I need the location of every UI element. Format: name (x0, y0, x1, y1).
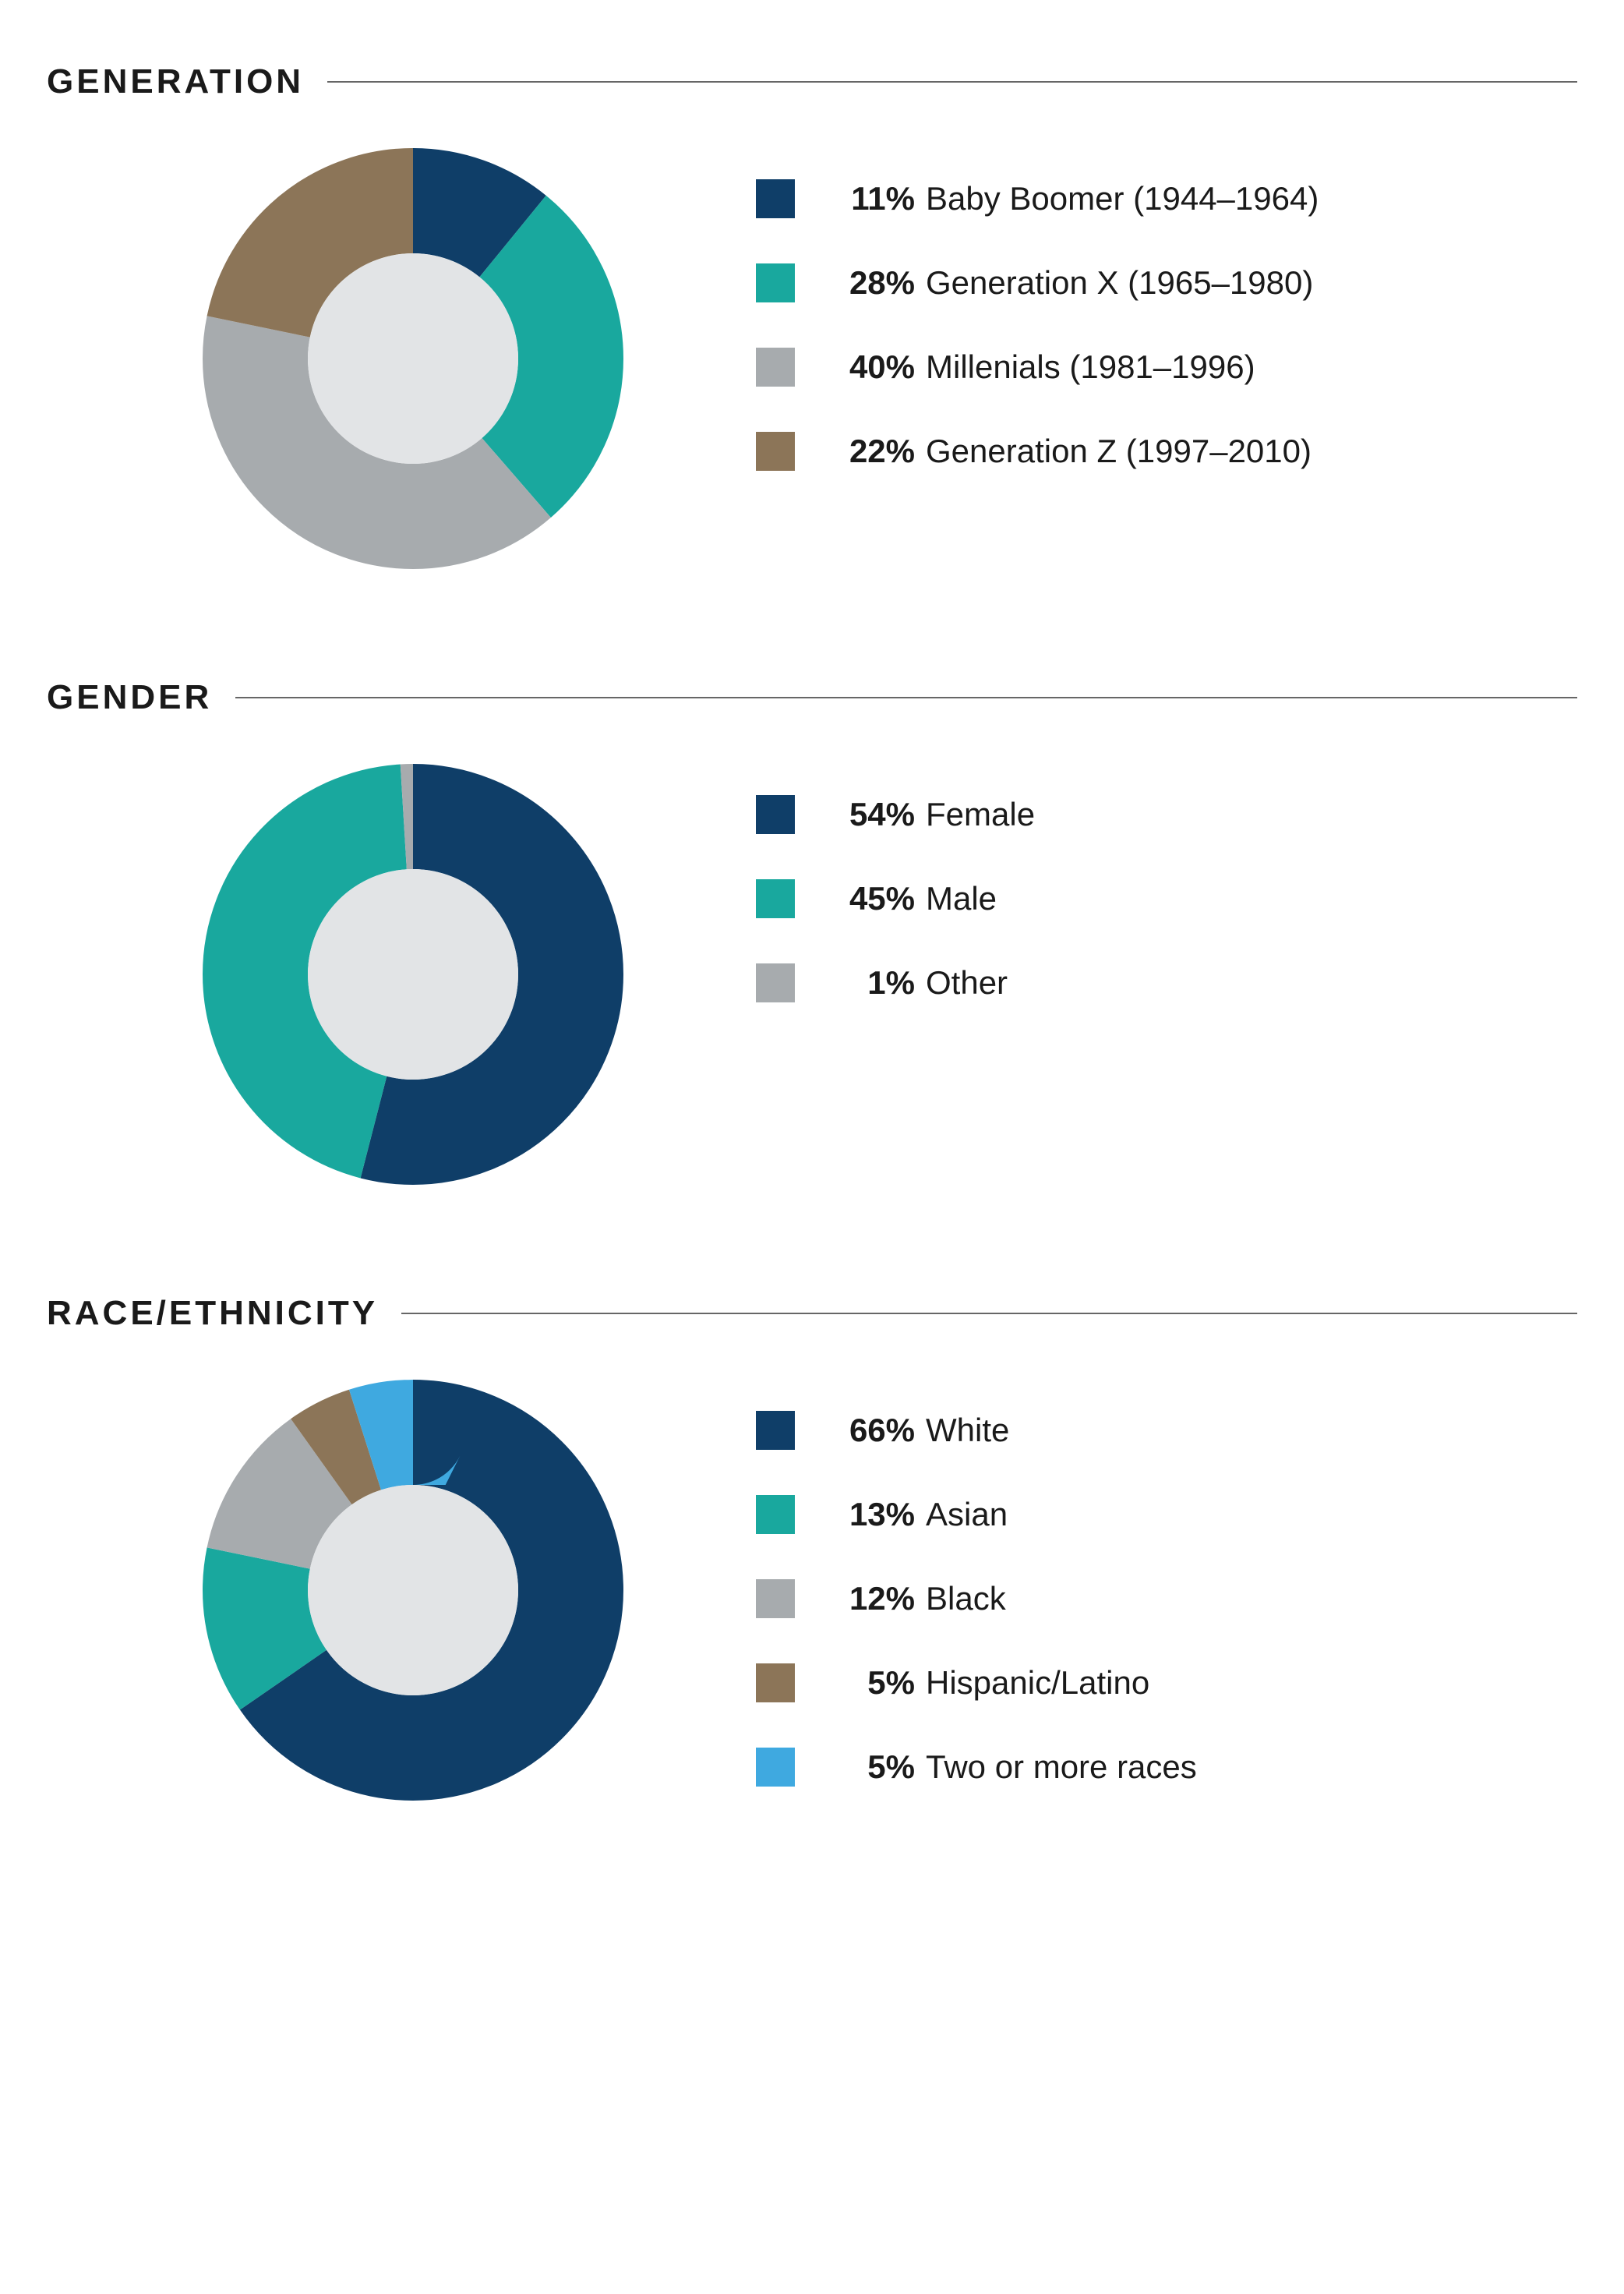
legend-row: 13% Asian (756, 1495, 1197, 1534)
donut-hole (308, 869, 518, 1080)
legend-label: Black (926, 1580, 1006, 1617)
legend-percent: 28% (821, 264, 915, 302)
legend-row: 40% Millenials (1981–1996) (756, 348, 1319, 387)
section-header: GENDER (47, 678, 1577, 717)
legend-label: Baby Boomer (1944–1964) (926, 180, 1319, 217)
legend-row: 28% Generation X (1965–1980) (756, 263, 1319, 302)
legend-percent: 1% (821, 964, 915, 1002)
legend-swatch (756, 795, 795, 834)
legend-row: 66% White (756, 1411, 1197, 1450)
section-title: GENDER (47, 678, 235, 717)
legend-row: 11% Baby Boomer (1944–1964) (756, 179, 1319, 218)
section-rule (327, 81, 1577, 83)
section-title: GENERATION (47, 62, 327, 101)
section-generation: GENERATION 11% Baby Boomer (1944–1964) 28% G… (47, 62, 1577, 569)
legend-percent: 40% (821, 348, 915, 386)
legend-swatch (756, 1663, 795, 1702)
legend-percent: 13% (821, 1496, 915, 1533)
legend-row: 12% Black (756, 1579, 1197, 1618)
section-body: 66% White 13% Asian 12% Black 5% Hispanic/Latin… (47, 1380, 1577, 1801)
legend-label: Asian (926, 1496, 1008, 1533)
legend-swatch (756, 1411, 795, 1450)
legend-row: 5% Hispanic/Latino (756, 1663, 1197, 1702)
legend: 66% White 13% Asian 12% Black 5% Hispanic/Latin… (756, 1380, 1197, 1787)
legend-swatch (756, 179, 795, 218)
legend-percent: 5% (821, 1664, 915, 1702)
legend-swatch (756, 348, 795, 387)
donut-chart (203, 1380, 623, 1801)
legend-label: Hispanic/Latino (926, 1664, 1149, 1702)
legend-label: Female (926, 796, 1035, 833)
legend-percent: 11% (821, 180, 915, 217)
legend-label: Millenials (1981–1996) (926, 348, 1255, 386)
legend-percent: 54% (821, 796, 915, 833)
donut-chart (203, 148, 623, 569)
section-header: GENERATION (47, 62, 1577, 101)
section-header: RACE/ETHNICITY (47, 1294, 1577, 1333)
legend-swatch (756, 1748, 795, 1787)
legend-swatch (756, 432, 795, 471)
legend-percent: 45% (821, 880, 915, 917)
donut-hole (308, 253, 518, 464)
donut-chart (203, 764, 623, 1185)
section-rule (235, 697, 1577, 698)
legend-label: Two or more races (926, 1748, 1197, 1786)
legend-swatch (756, 1579, 795, 1618)
section-race: RACE/ETHNICITY 66% White 13% Asian 12% Black 5%… (47, 1294, 1577, 1801)
legend: 11% Baby Boomer (1944–1964) 28% Generation … (756, 148, 1319, 471)
legend-percent: 12% (821, 1580, 915, 1617)
legend-row: 45% Male (756, 879, 1035, 918)
donut-hole (308, 1485, 518, 1695)
legend-label: Other (926, 964, 1008, 1002)
legend-label: Male (926, 880, 997, 917)
legend-row: 1% Other (756, 963, 1035, 1002)
legend-swatch (756, 1495, 795, 1534)
legend-label: Generation Z (1997–2010) (926, 433, 1312, 470)
legend-swatch (756, 879, 795, 918)
legend-row: 22% Generation Z (1997–2010) (756, 432, 1319, 471)
section-body: 54% Female 45% Male 1% Other (47, 764, 1577, 1185)
legend-percent: 22% (821, 433, 915, 470)
section-body: 11% Baby Boomer (1944–1964) 28% Generation … (47, 148, 1577, 569)
legend-label: White (926, 1412, 1009, 1449)
legend-percent: 5% (821, 1748, 915, 1786)
legend-percent: 66% (821, 1412, 915, 1449)
section-rule (401, 1313, 1577, 1314)
section-gender: GENDER 54% Female 45% Male 1% Other (47, 678, 1577, 1185)
legend-row: 54% Female (756, 795, 1035, 834)
section-title: RACE/ETHNICITY (47, 1294, 401, 1333)
legend-swatch (756, 263, 795, 302)
legend-row: 5% Two or more races (756, 1748, 1197, 1787)
legend-label: Generation X (1965–1980) (926, 264, 1313, 302)
legend: 54% Female 45% Male 1% Other (756, 764, 1035, 1002)
legend-swatch (756, 963, 795, 1002)
